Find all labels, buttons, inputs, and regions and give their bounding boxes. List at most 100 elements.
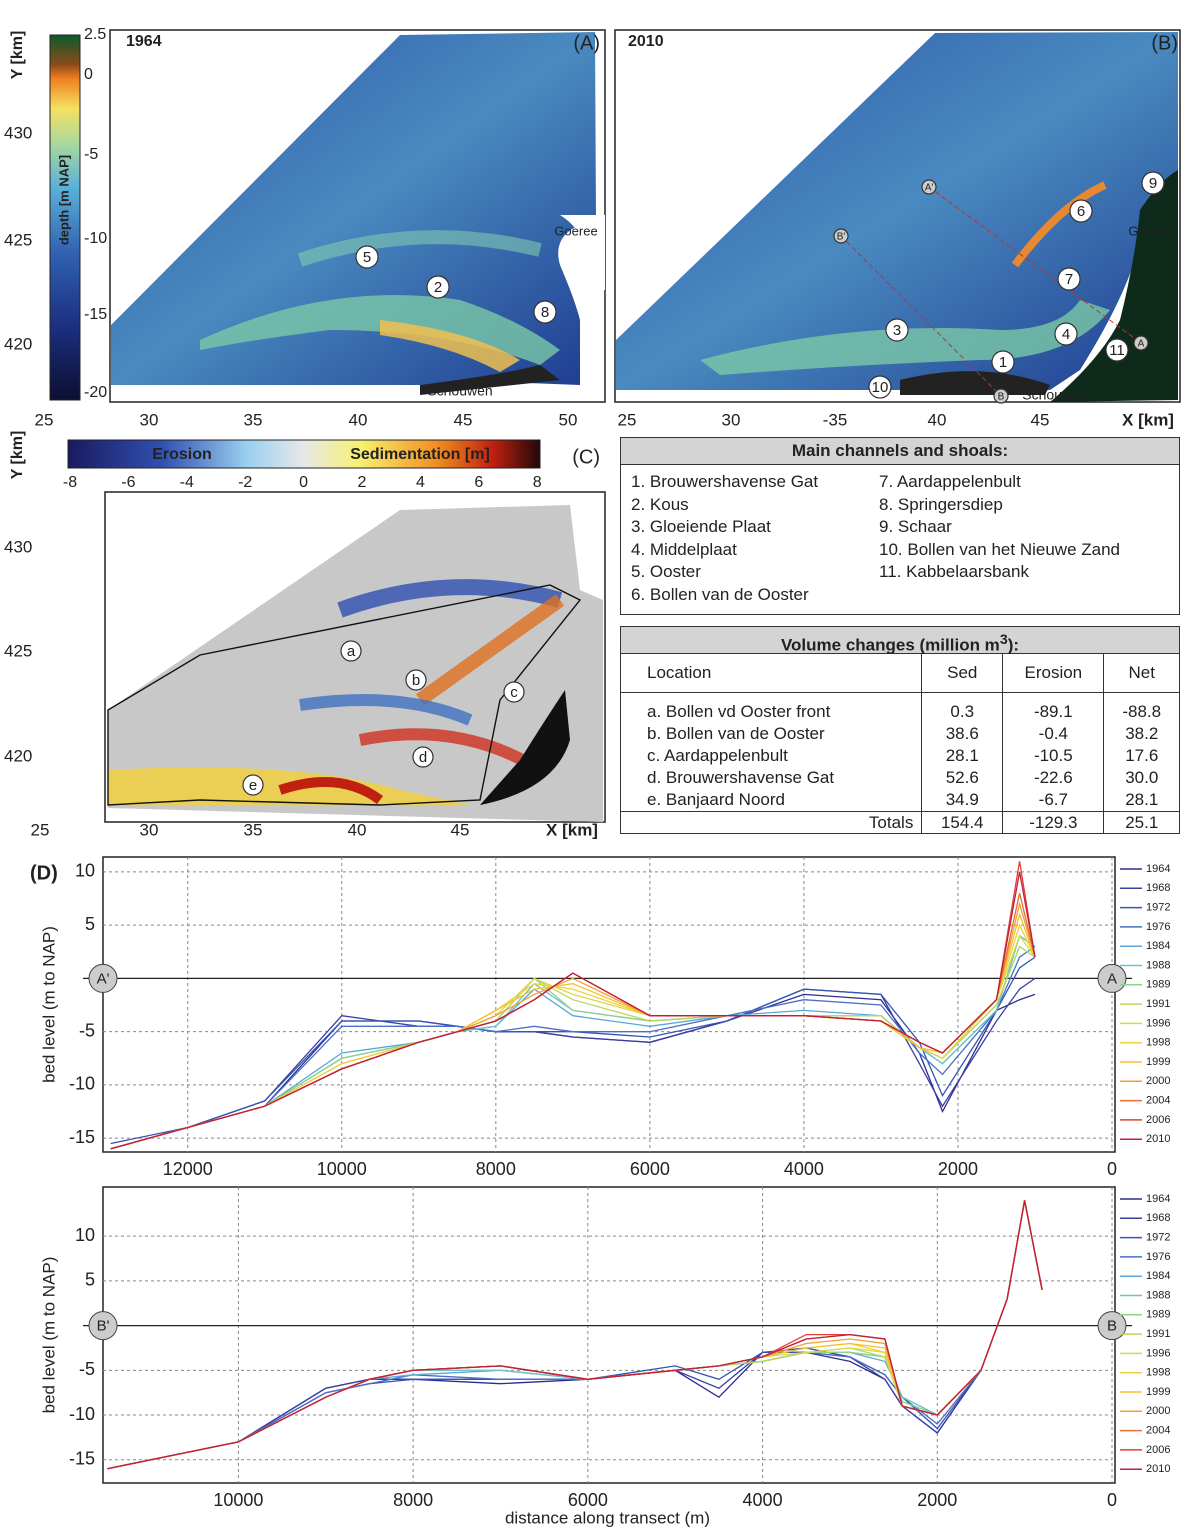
legend-label: 1996 (1146, 1347, 1170, 1359)
table-cell: 28.1 (922, 745, 1003, 767)
x-tick-label: 45 (454, 410, 473, 429)
title-end: ): (1008, 636, 1019, 655)
list-item: 7. Aardappelenbult (879, 471, 1120, 494)
table-cell: -89.1 (1003, 693, 1104, 724)
y-tick-label: 10 (75, 1225, 95, 1245)
legend-label: 2004 (1146, 1095, 1170, 1107)
table-cell: -10.5 (1003, 745, 1104, 767)
y-tick-label: -10 (69, 1404, 95, 1424)
series-line (107, 1200, 1042, 1468)
table-cell: -22.6 (1003, 767, 1104, 789)
colorbar-tick-label: -8 (63, 474, 77, 491)
legend-label: 2006 (1146, 1114, 1170, 1126)
marker-label: e (249, 777, 257, 794)
x-tick-label: 12000 (163, 1159, 213, 1179)
y-tick-label: 420 (4, 334, 32, 353)
table-title: Main channels and shoals: (621, 438, 1179, 465)
map-year: 2010 (628, 33, 664, 50)
marker-label: 3 (893, 322, 901, 339)
series-line (111, 957, 1035, 1143)
marker-label: 6 (1077, 203, 1085, 220)
table-cell: 38.2 (1104, 723, 1179, 745)
legend-label: 1999 (1146, 1056, 1170, 1068)
legend-label: 1989 (1146, 979, 1170, 991)
table-row: b. Bollen van de Ooster38.6-0.438.2 (621, 723, 1179, 745)
colorbar-tick-label: 4 (416, 474, 425, 491)
colorbar-tick-label: -2 (238, 474, 252, 491)
y-tick-label: -15 (69, 1448, 95, 1468)
panel-label: (C) (572, 446, 600, 468)
legend-label: 1984 (1146, 940, 1170, 952)
marker-label: 10 (872, 379, 889, 396)
channels-table: Main channels and shoals: 1. Brouwershav… (620, 437, 1180, 615)
column-header: Sed (922, 654, 1003, 693)
series-line (107, 1200, 1042, 1468)
y-tick-label: 430 (4, 537, 32, 556)
transect-label: B' (97, 1318, 110, 1335)
y-tick-label: 10 (75, 861, 95, 881)
legend-label: 1996 (1146, 1017, 1170, 1029)
marker-label: d (419, 749, 427, 766)
table-row: d. Brouwershavense Gat52.6-22.630.0 (621, 767, 1179, 789)
legend-label: 2010 (1146, 1133, 1170, 1145)
x-tick-label: 40 (928, 410, 947, 429)
series-line (107, 1200, 1042, 1468)
y-tick-label: 425 (4, 641, 32, 660)
table-cell: 30.0 (1104, 767, 1179, 789)
list-item: 3. Gloeiende Plaat (631, 516, 871, 539)
place-label: Goeree (1128, 223, 1171, 238)
legend-label: 2004 (1146, 1425, 1170, 1437)
legend-label: 1999 (1146, 1386, 1170, 1398)
y-tick-label: 425 (4, 230, 32, 249)
y-tick-label: -5 (79, 1020, 95, 1040)
list-item: 8. Springersdiep (879, 494, 1120, 517)
colorbar-tick-label: 0 (299, 474, 308, 491)
series-line (111, 936, 1035, 1149)
x-tick-label: 25 (31, 820, 50, 839)
column-header: Net (1104, 654, 1179, 693)
volume-table: Volume changes (million m3): LocationSed… (620, 626, 1180, 834)
series-line (111, 936, 1035, 1149)
series-line (107, 1200, 1042, 1468)
table-cell: -129.3 (1003, 812, 1104, 835)
x-tick-label: 50 (559, 410, 578, 429)
x-tick-label: 0 (1107, 1159, 1117, 1179)
series-line (107, 1200, 1042, 1468)
marker-label: B' (837, 232, 846, 243)
colorbar-tick-label: -20 (84, 384, 107, 401)
table-cell: 52.6 (922, 767, 1003, 789)
volume-grid: LocationSedErosionNeta. Bollen vd Ooster… (621, 654, 1179, 834)
list-item: 1. Brouwershavense Gat (631, 471, 871, 494)
table-cell: -6.7 (1003, 789, 1104, 812)
plot-frame (103, 1187, 1115, 1483)
marker-label: 11 (1109, 342, 1125, 359)
title-sup: 3 (1000, 632, 1008, 648)
x-tick-label: 10000 (317, 1159, 367, 1179)
y-tick-label: 5 (85, 914, 95, 934)
y-tick-label: 5 (85, 1270, 95, 1290)
series-line (111, 947, 1035, 1149)
series-line (111, 947, 1035, 1149)
table-cell: Totals (621, 812, 922, 835)
x-tick-label: 30 (140, 820, 159, 839)
colorbar-label: depth [m NAP] (56, 155, 71, 245)
series-line (107, 1200, 1042, 1468)
legend-label: 1976 (1146, 921, 1170, 933)
list-item: 11. Kabbelaarsbank (879, 561, 1120, 584)
y-axis-label: bed level (m to NAP) (39, 926, 58, 1083)
place-label: Schouwen (427, 383, 492, 399)
legend-label: 1991 (1146, 998, 1170, 1010)
table-cell: 25.1 (1104, 812, 1179, 835)
map-b (615, 30, 1180, 402)
y-tick-label: 420 (4, 746, 32, 765)
table-cell: b. Bollen van de Ooster (621, 723, 922, 745)
legend-label: 2000 (1146, 1405, 1170, 1417)
transect-label: A (1107, 970, 1117, 987)
colorbar-tick-label: -4 (180, 474, 194, 491)
series-line (107, 1200, 1042, 1468)
x-tick-label: 25 (35, 410, 54, 429)
